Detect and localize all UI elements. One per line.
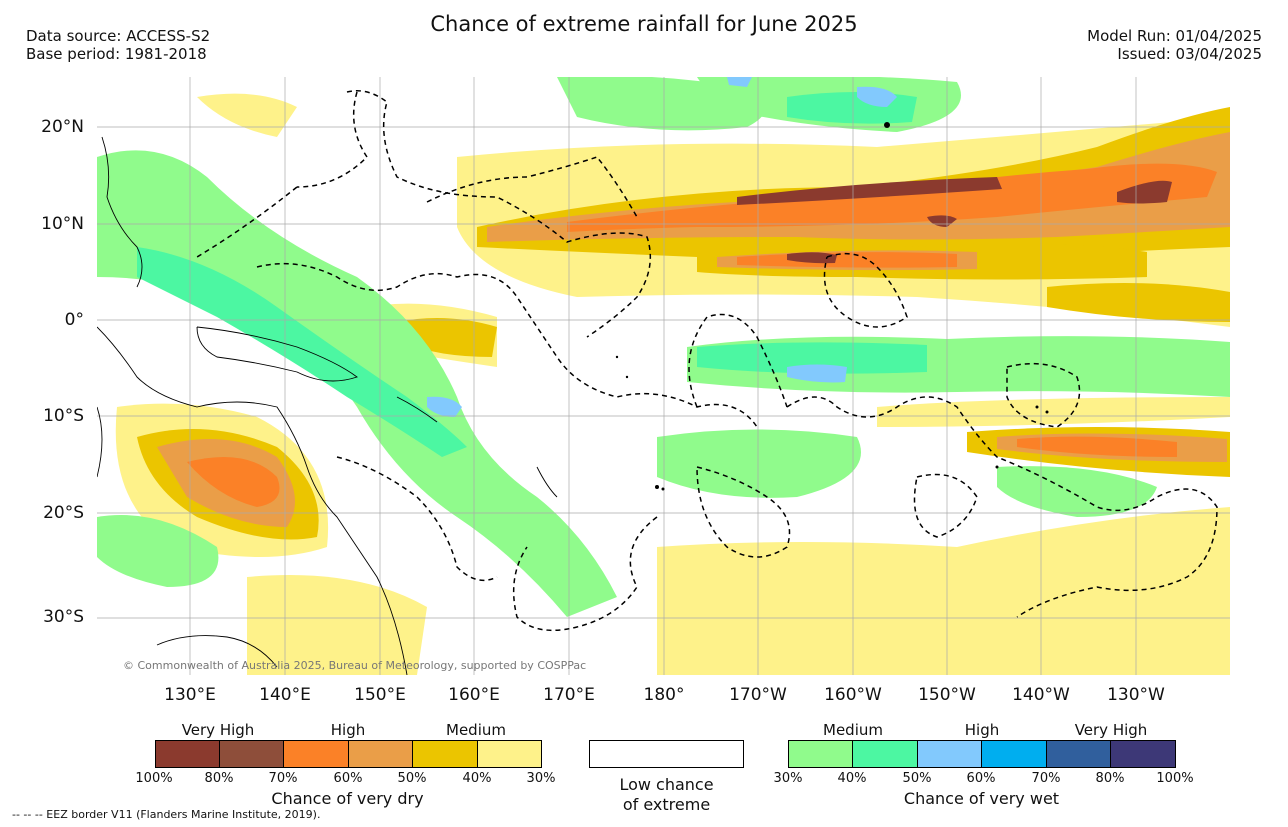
wet-tick: 50%	[902, 771, 932, 786]
header-left: Data source: ACCESS-S2 Base period: 1981…	[26, 27, 210, 63]
wet-swatch-80-100	[1110, 740, 1176, 768]
dry-category-high: High	[330, 721, 366, 739]
wet-tick: 80%	[1095, 771, 1125, 786]
lon-label-130e: 130°E	[164, 685, 216, 705]
wet-swatch-50-60	[917, 740, 982, 768]
dry-tick: 60%	[333, 771, 363, 786]
lon-label-170e: 170°E	[543, 685, 595, 705]
wet-category-very-high: Very High	[1074, 721, 1148, 739]
wet-swatch-30-40	[788, 740, 853, 768]
dry-legend-caption: Chance of very dry	[271, 789, 424, 808]
dry-tick: 70%	[268, 771, 298, 786]
dry-tick: 80%	[204, 771, 234, 786]
lat-label-10n: 10°N	[41, 214, 84, 234]
dry-swatch-70-80	[219, 740, 284, 768]
issued-text: Issued: 03/04/2025	[1117, 45, 1262, 63]
lon-label-160w: 160°W	[824, 685, 882, 705]
lat-label-0: 0°	[64, 310, 84, 330]
lon-label-140e: 140°E	[259, 685, 311, 705]
low-chance-caption-line1: Low chance	[619, 775, 714, 794]
low-chance-swatch	[589, 740, 744, 768]
dry-category-very-high: Very High	[181, 721, 255, 739]
wet-category-medium: Medium	[823, 721, 883, 739]
dry-tick: 40%	[462, 771, 492, 786]
lon-label-150e: 150°E	[354, 685, 406, 705]
lon-label-160e: 160°E	[448, 685, 500, 705]
coastlines	[97, 136, 558, 675]
lon-label-150w: 150°W	[918, 685, 976, 705]
eez-borders	[196, 90, 1218, 632]
dry-tick: 50%	[397, 771, 427, 786]
lat-label-30s: 30°S	[43, 607, 84, 627]
dry-swatch-60-70	[283, 740, 349, 768]
map-title: Chance of extreme rainfall for June 2025	[430, 12, 858, 36]
dry-tick: 100%	[135, 771, 173, 786]
graticule	[97, 77, 1230, 675]
model-run-text: Model Run: 01/04/2025	[1087, 27, 1262, 45]
base-period-text: Base period: 1981-2018	[26, 45, 207, 63]
lat-label-10s: 10°S	[43, 406, 84, 426]
map-canvas	[97, 77, 1230, 675]
island-marks	[615, 122, 1049, 491]
dry-category-medium: Medium	[446, 721, 506, 739]
rainfall-map	[97, 77, 1230, 675]
wet-tick: 30%	[773, 771, 803, 786]
lon-label-130w: 130°W	[1107, 685, 1165, 705]
wet-swatch-40-50	[852, 740, 918, 768]
dry-very-high-areas	[737, 177, 1172, 264]
wet-swatch-60-70	[981, 740, 1047, 768]
data-source-text: Data source: ACCESS-S2	[26, 27, 211, 45]
low-chance-caption-line2: of extreme	[622, 795, 711, 814]
header-right: Model Run: 01/04/2025 Issued: 03/04/2025	[1087, 27, 1262, 63]
wet-legend-caption: Chance of very wet	[903, 789, 1060, 808]
dry-swatch-30-40	[477, 740, 542, 768]
lon-label-140w: 140°W	[1012, 685, 1070, 705]
lon-label-180: 180°	[643, 685, 685, 705]
wet-tick: 100%	[1156, 771, 1194, 786]
dry-swatch-40-50	[412, 740, 478, 768]
wet-category-high: High	[964, 721, 1000, 739]
dry-swatch-80-100	[155, 740, 220, 768]
lon-label-170w: 170°W	[729, 685, 787, 705]
lat-label-20s: 20°S	[43, 503, 84, 523]
dry-swatch-50-60	[348, 740, 413, 768]
wet-tick: 70%	[1031, 771, 1061, 786]
copyright-credit: © Commonwealth of Australia 2025, Bureau…	[123, 659, 587, 672]
dry-tick: 30%	[526, 771, 556, 786]
wet-tick: 40%	[837, 771, 867, 786]
eez-border-note: -- -- -- EEZ border V11 (Flanders Marine…	[12, 808, 321, 821]
wet-light-blue-areas	[427, 77, 897, 417]
wet-tick: 60%	[966, 771, 996, 786]
lat-label-20n: 20°N	[41, 117, 84, 137]
wet-swatch-70-80	[1046, 740, 1111, 768]
